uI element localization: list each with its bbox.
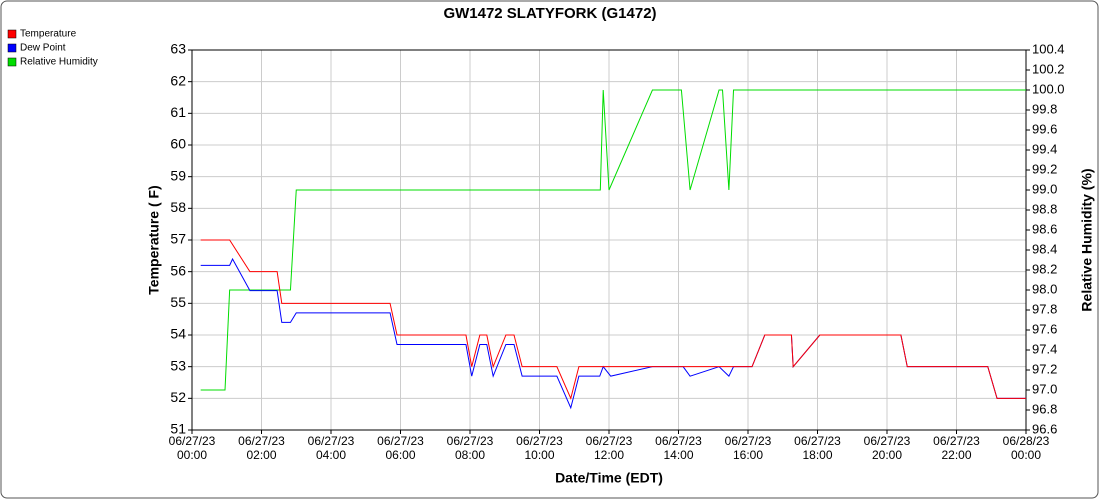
y-tick-label: 53 <box>170 357 186 373</box>
y2-tick-label: 99.6 <box>1032 121 1057 136</box>
y2-tick-label: 100.4 <box>1032 41 1065 56</box>
legend-swatch <box>7 29 17 39</box>
y2-tick-label: 100.2 <box>1032 61 1065 76</box>
series-line <box>200 89 1026 391</box>
x-tick-label: 06/27/23 02:00 <box>238 434 285 462</box>
y-axis-title: Temperature ( F) <box>146 185 162 294</box>
y-tick-label: 58 <box>170 199 186 215</box>
y-tick-label: 51 <box>170 421 186 437</box>
x-tick-label: 06/27/23 00:00 <box>169 434 216 462</box>
y-tick-label: 60 <box>170 136 186 152</box>
legend-label: Relative Humidity <box>20 57 98 68</box>
y2-tick-label: 98.0 <box>1032 281 1057 296</box>
y2-tick-label: 97.2 <box>1032 361 1057 376</box>
y-tick-label: 61 <box>170 104 186 120</box>
y-tick-label: 56 <box>170 262 186 278</box>
y2-tick-label: 100.0 <box>1032 81 1065 96</box>
y2-tick-label: 96.8 <box>1032 401 1057 416</box>
y-tick-label: 52 <box>170 389 186 405</box>
y2-tick-label: 96.6 <box>1032 421 1057 436</box>
y2-tick-label: 97.0 <box>1032 381 1057 396</box>
y-tick-label: 62 <box>170 72 186 88</box>
y2-tick-label: 99.8 <box>1032 101 1057 116</box>
legend-label: Dew Point <box>20 43 66 54</box>
y-tick-label: 57 <box>170 231 186 247</box>
y2-tick-label: 98.4 <box>1032 241 1057 256</box>
x-tick-label: 06/27/23 20:00 <box>864 434 911 462</box>
x-tick-label: 06/27/23 04:00 <box>308 434 355 462</box>
x-tick-label: 06/27/23 16:00 <box>725 434 772 462</box>
y2-tick-label: 97.4 <box>1032 341 1057 356</box>
x-tick-label: 06/27/23 14:00 <box>655 434 702 462</box>
x-axis-title: Date/Time (EDT) <box>555 470 663 486</box>
x-tick-label: 06/27/23 22:00 <box>933 434 980 462</box>
plot-border <box>191 49 1027 431</box>
y2-tick-label: 99.4 <box>1032 141 1057 156</box>
y-tick-label: 59 <box>170 167 186 183</box>
x-tick-label: 06/28/23 00:00 <box>1003 434 1050 462</box>
x-tick-label: 06/27/23 08:00 <box>447 434 494 462</box>
y2-axis-title: Relative Humidity (%) <box>1079 168 1095 311</box>
x-tick-label: 06/27/23 18:00 <box>794 434 841 462</box>
y-tick-label: 55 <box>170 294 186 310</box>
x-tick-label: 06/27/23 06:00 <box>377 434 424 462</box>
y2-tick-label: 99.2 <box>1032 161 1057 176</box>
x-tick-label: 06/27/23 10:00 <box>516 434 563 462</box>
y-tick-label: 63 <box>170 41 186 57</box>
y2-tick-label: 98.6 <box>1032 221 1057 236</box>
y2-tick-label: 99.0 <box>1032 181 1057 196</box>
y-tick-label: 54 <box>170 326 186 342</box>
y2-tick-label: 97.6 <box>1032 321 1057 336</box>
y2-tick-label: 98.8 <box>1032 201 1057 216</box>
chart-title: GW1472 SLATYFORK (G1472) <box>443 5 656 22</box>
legend-label: Temperature <box>20 29 77 40</box>
x-tick-label: 06/27/23 12:00 <box>586 434 633 462</box>
legend-swatch <box>7 57 17 67</box>
series-line <box>200 239 1026 400</box>
legend-swatch <box>7 43 17 53</box>
y2-tick-label: 97.8 <box>1032 301 1057 316</box>
y2-tick-label: 98.2 <box>1032 261 1057 276</box>
